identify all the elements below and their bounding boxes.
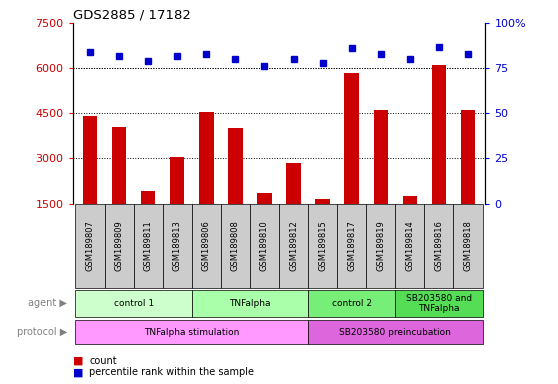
Bar <box>192 290 308 317</box>
Bar <box>221 204 250 288</box>
Text: TNFalpha: TNFalpha <box>229 299 271 308</box>
Bar <box>366 204 395 288</box>
Bar <box>228 128 243 204</box>
Bar <box>395 204 425 288</box>
Bar <box>402 196 417 204</box>
Bar <box>133 204 163 288</box>
Bar <box>286 163 301 204</box>
Text: agent ▶: agent ▶ <box>28 298 67 308</box>
Text: TNFalpha stimulation: TNFalpha stimulation <box>144 328 239 337</box>
Bar <box>395 290 483 317</box>
Text: control 1: control 1 <box>113 299 153 308</box>
Text: ■: ■ <box>73 367 83 377</box>
Bar <box>75 204 104 288</box>
Text: GSM189819: GSM189819 <box>376 220 385 271</box>
Text: GSM189815: GSM189815 <box>318 220 327 271</box>
Bar <box>337 204 366 288</box>
Bar <box>308 204 337 288</box>
Text: GDS2885 / 17182: GDS2885 / 17182 <box>73 9 190 22</box>
Bar <box>104 204 133 288</box>
Text: GSM189807: GSM189807 <box>85 220 94 271</box>
Bar <box>373 110 388 204</box>
Bar <box>170 157 185 204</box>
Bar <box>315 199 330 204</box>
Bar <box>308 320 483 344</box>
Text: ■: ■ <box>73 356 83 366</box>
Bar <box>257 193 272 204</box>
Bar <box>344 73 359 204</box>
Bar <box>199 112 214 204</box>
Text: count: count <box>89 356 117 366</box>
Bar <box>141 192 156 204</box>
Bar <box>83 116 97 204</box>
Text: GSM189808: GSM189808 <box>231 220 240 271</box>
Text: SB203580 and
TNFalpha: SB203580 and TNFalpha <box>406 294 472 313</box>
Bar <box>454 204 483 288</box>
Text: GSM189818: GSM189818 <box>464 220 473 271</box>
Text: GSM189814: GSM189814 <box>405 220 415 271</box>
Bar <box>192 204 221 288</box>
Bar <box>279 204 308 288</box>
Bar <box>432 65 446 204</box>
Text: GSM189810: GSM189810 <box>260 220 269 271</box>
Text: GSM189809: GSM189809 <box>114 220 123 271</box>
Text: SB203580 preincubation: SB203580 preincubation <box>339 328 451 337</box>
Bar <box>461 110 475 204</box>
Text: percentile rank within the sample: percentile rank within the sample <box>89 367 254 377</box>
Text: GSM189812: GSM189812 <box>289 220 298 271</box>
Text: GSM189816: GSM189816 <box>435 220 444 271</box>
Bar <box>112 127 126 204</box>
Bar <box>75 320 308 344</box>
Bar <box>308 290 395 317</box>
Text: protocol ▶: protocol ▶ <box>17 327 67 337</box>
Bar <box>250 204 279 288</box>
Text: control 2: control 2 <box>331 299 372 308</box>
Text: GSM189813: GSM189813 <box>173 220 182 271</box>
Bar <box>163 204 192 288</box>
Bar <box>75 290 192 317</box>
Bar <box>425 204 454 288</box>
Text: GSM189811: GSM189811 <box>143 220 153 271</box>
Text: GSM189817: GSM189817 <box>347 220 356 271</box>
Text: GSM189806: GSM189806 <box>202 220 211 271</box>
